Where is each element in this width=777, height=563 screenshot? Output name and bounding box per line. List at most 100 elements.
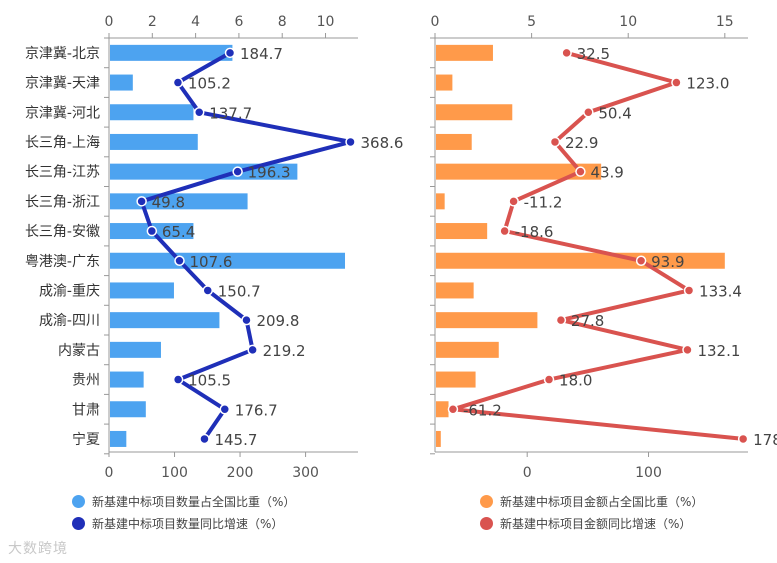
left-data-label: 184.7 xyxy=(240,45,283,63)
left-line-point xyxy=(203,286,212,295)
left-data-label: 145.7 xyxy=(214,431,257,449)
right-bar xyxy=(436,104,512,120)
legend-marker xyxy=(72,495,85,508)
category-label: 成渝-四川 xyxy=(39,313,100,329)
left-top-tick-label: 6 xyxy=(234,14,243,30)
category-label: 长三角-浙江 xyxy=(25,194,100,210)
left-line-point xyxy=(173,78,182,87)
left-bar xyxy=(110,104,193,120)
right-data-label: 132.1 xyxy=(697,342,740,360)
category-label: 甘肃 xyxy=(72,402,100,418)
right-bar xyxy=(436,342,499,358)
right-top-tick-label: 5 xyxy=(527,14,536,30)
legend-marker xyxy=(480,517,493,530)
left-data-label: 196.3 xyxy=(248,164,291,182)
left-data-label: 219.2 xyxy=(263,342,306,360)
left-top-tick-label: 4 xyxy=(191,14,200,30)
right-data-label: 32.5 xyxy=(577,45,610,63)
right-bar xyxy=(436,431,441,447)
legend-label: 新基建中标项目金额占全国比重（%） xyxy=(500,493,703,510)
category-label: 长三角-安徽 xyxy=(25,224,100,240)
left-data-label: 368.6 xyxy=(361,134,404,152)
left-data-label: 105.5 xyxy=(188,372,231,390)
category-label: 京津冀-河北 xyxy=(25,105,100,121)
legend-label: 新基建中标项目数量同比增速（%） xyxy=(92,515,283,532)
right-data-label: -61.2 xyxy=(463,401,502,419)
category-label: 内蒙古 xyxy=(58,343,100,359)
legend-item-left-bar[interactable]: 新基建中标项目数量占全国比重（%） xyxy=(72,490,295,512)
left-bottom-tick-label: 200 xyxy=(227,465,254,481)
right-line-point xyxy=(683,345,692,354)
left-line-point xyxy=(195,108,204,117)
category-label: 京津冀-天津 xyxy=(25,76,100,92)
right-top-tick-label: 0 xyxy=(431,14,440,30)
legend-item-right-bar[interactable]: 新基建中标项目金额占全国比重（%） xyxy=(480,490,703,512)
left-bottom-tick-label: 0 xyxy=(105,465,114,481)
left-bar xyxy=(110,342,161,358)
right-bar xyxy=(436,45,493,61)
right-data-label: 178 xyxy=(753,431,777,449)
right-bar xyxy=(436,372,476,388)
right-data-label: 18.0 xyxy=(559,372,592,390)
left-line-point xyxy=(248,345,257,354)
left-top-tick-label: 2 xyxy=(148,14,157,30)
category-label: 贵州 xyxy=(72,373,100,389)
left-line-point xyxy=(200,434,209,443)
category-label: 粤港澳-广东 xyxy=(25,254,100,270)
left-top-tick-label: 8 xyxy=(278,14,287,30)
right-line-point xyxy=(739,434,748,443)
right-bar xyxy=(436,193,445,209)
left-legend: 新基建中标项目数量占全国比重（%） 新基建中标项目数量同比增速（%） xyxy=(72,490,295,534)
right-data-label: 27.8 xyxy=(571,312,604,330)
right-data-label: -11.2 xyxy=(524,193,563,211)
left-line-point xyxy=(346,137,355,146)
right-line-point xyxy=(545,375,554,384)
right-bar xyxy=(436,312,537,328)
right-data-label: 93.9 xyxy=(651,253,684,271)
left-top-tick-label: 10 xyxy=(317,14,335,30)
left-line-point xyxy=(175,256,184,265)
category-label: 长三角-上海 xyxy=(25,135,100,151)
right-line-point xyxy=(576,167,585,176)
left-data-label: 176.7 xyxy=(235,401,278,419)
left-bar xyxy=(110,431,126,447)
left-bar xyxy=(110,45,232,61)
left-data-label: 209.8 xyxy=(256,312,299,330)
right-line-point xyxy=(509,197,518,206)
right-data-label: 22.9 xyxy=(565,134,598,152)
right-line-point xyxy=(562,48,571,57)
left-bottom-tick-label: 100 xyxy=(161,465,188,481)
right-line-point xyxy=(685,286,694,295)
right-bar xyxy=(436,223,487,239)
watermark: 大数跨境 xyxy=(8,538,68,558)
right-bar xyxy=(436,282,474,298)
category-label: 长三角-江苏 xyxy=(25,165,100,181)
left-data-label: 137.7 xyxy=(209,104,252,122)
left-line-point xyxy=(137,197,146,206)
category-label: 宁夏 xyxy=(72,431,100,448)
legend-marker xyxy=(480,495,493,508)
left-data-label: 105.2 xyxy=(188,75,231,93)
right-data-label: 123.0 xyxy=(686,75,729,93)
right-bar xyxy=(436,134,472,150)
right-bottom-tick-label: 0 xyxy=(523,465,532,481)
right-line-point xyxy=(672,78,681,87)
left-bar xyxy=(110,75,133,91)
right-bottom-tick-label: 100 xyxy=(635,465,662,481)
legend-item-right-line[interactable]: 新基建中标项目金额同比增速（%） xyxy=(480,512,703,534)
right-line-point xyxy=(448,405,457,414)
right-bar xyxy=(436,75,452,91)
left-line-point xyxy=(242,316,251,325)
left-line-point xyxy=(174,375,183,384)
left-data-label: 65.4 xyxy=(162,223,195,241)
left-line-point xyxy=(220,405,229,414)
left-bar xyxy=(110,401,146,417)
right-legend: 新基建中标项目金额占全国比重（%） 新基建中标项目金额同比增速（%） xyxy=(480,490,703,534)
right-data-label: 50.4 xyxy=(598,104,631,122)
legend-item-left-line[interactable]: 新基建中标项目数量同比增速（%） xyxy=(72,512,295,534)
left-top-tick-label: 0 xyxy=(105,14,114,30)
left-bar xyxy=(110,134,198,150)
right-bar xyxy=(436,401,449,417)
right-top-tick-label: 15 xyxy=(716,14,734,30)
